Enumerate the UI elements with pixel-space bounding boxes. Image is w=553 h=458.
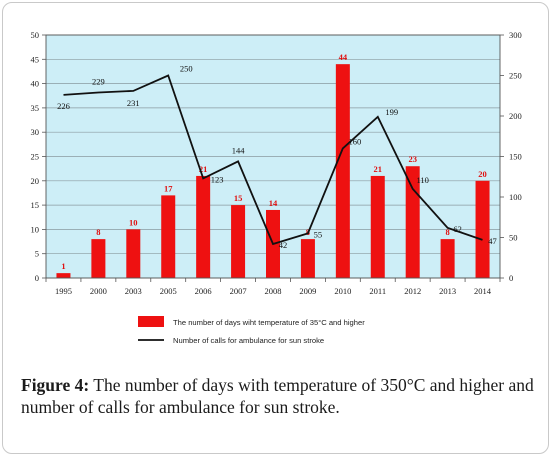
bar-data-label: 8 bbox=[96, 227, 100, 237]
left-tick-label: 0 bbox=[35, 273, 39, 283]
right-tick-label: 150 bbox=[509, 152, 522, 162]
legend: The number of days wiht temperature of 3… bbox=[138, 316, 365, 345]
right-tick-label: 50 bbox=[509, 233, 518, 243]
x-tick-label: 2009 bbox=[299, 286, 316, 296]
line-data-label: 250 bbox=[180, 64, 193, 74]
legend-line-label: Number of calls for ambulance for sun st… bbox=[173, 336, 324, 345]
bar bbox=[475, 180, 490, 278]
x-tick-label: 2013 bbox=[439, 286, 456, 296]
line-data-label: 199 bbox=[385, 107, 398, 117]
legend-bar-swatch bbox=[138, 316, 164, 327]
x-tick-label: 2012 bbox=[404, 286, 421, 296]
bar bbox=[126, 229, 141, 278]
caption-label: Figure 4: bbox=[21, 375, 90, 395]
left-tick-label: 50 bbox=[31, 30, 40, 40]
line-data-label: 47 bbox=[488, 236, 497, 246]
x-tick-label: 2008 bbox=[265, 286, 282, 296]
bar-data-label: 17 bbox=[164, 183, 173, 193]
left-tick-label: 25 bbox=[31, 152, 40, 162]
left-tick-label: 30 bbox=[31, 127, 40, 137]
figure-caption: Figure 4: The number of days with temper… bbox=[21, 374, 541, 418]
bar-data-label: 44 bbox=[339, 52, 348, 62]
line-data-label: 55 bbox=[314, 229, 323, 239]
left-tick-label: 10 bbox=[31, 224, 40, 234]
line-data-label: 110 bbox=[416, 175, 428, 185]
bar-data-label: 20 bbox=[478, 169, 487, 179]
line-data-label: 123 bbox=[211, 174, 224, 184]
bar bbox=[335, 64, 350, 278]
right-axis-ticks: 0 50 100 150 200 250 300 bbox=[500, 30, 522, 283]
bar-data-label: 15 bbox=[234, 193, 243, 203]
x-tick-label: 2005 bbox=[160, 286, 177, 296]
line-data-label: 226 bbox=[57, 101, 70, 111]
right-tick-label: 200 bbox=[509, 111, 522, 121]
line-data-label: 62 bbox=[453, 224, 462, 234]
bar-series bbox=[56, 64, 490, 278]
bar-data-label: 10 bbox=[129, 217, 138, 227]
left-tick-label: 20 bbox=[31, 176, 40, 186]
bar bbox=[370, 175, 385, 278]
x-tick-label: 2010 bbox=[334, 286, 351, 296]
bar-data-label: 8 bbox=[445, 227, 449, 237]
x-tick-label: 2011 bbox=[369, 286, 386, 296]
right-tick-label: 0 bbox=[509, 273, 513, 283]
x-tick-label: 2014 bbox=[474, 286, 492, 296]
bar bbox=[405, 166, 420, 278]
x-tick-label: 1995 bbox=[55, 286, 72, 296]
bar bbox=[231, 205, 246, 278]
line-data-labels: 226 229 231 250 123 144 42 55 160 199 110 62 47 bbox=[57, 64, 497, 250]
x-axis-ticks: 1995 2000 2003 2005 2006 2007 2008 2009 2010 2011… bbox=[45, 278, 501, 296]
x-tick-label: 2003 bbox=[125, 286, 142, 296]
bar-data-label: 1 bbox=[61, 261, 65, 271]
line-series bbox=[63, 74, 483, 246]
bar bbox=[91, 239, 106, 278]
bar bbox=[300, 239, 315, 278]
left-tick-label: 15 bbox=[31, 200, 40, 210]
bar-data-label: 14 bbox=[269, 198, 278, 208]
bar bbox=[161, 195, 176, 278]
x-tick-label: 2006 bbox=[195, 286, 212, 296]
left-tick-label: 5 bbox=[35, 249, 39, 259]
line-data-label: 42 bbox=[279, 240, 288, 250]
x-tick-label: 2000 bbox=[90, 286, 107, 296]
bar-data-label: 23 bbox=[408, 154, 417, 164]
bar bbox=[56, 273, 71, 278]
right-tick-label: 100 bbox=[509, 192, 522, 202]
legend-bar-label: The number of days wiht temperature of 3… bbox=[173, 318, 365, 327]
right-tick-label: 300 bbox=[509, 30, 522, 40]
bar-data-label: 21 bbox=[374, 164, 383, 174]
line-data-label: 231 bbox=[127, 98, 140, 108]
left-axis-ticks: 0 5 10 15 20 25 30 35 40 45 50 bbox=[31, 30, 46, 283]
right-tick-label: 250 bbox=[509, 71, 522, 81]
bar-data-label: 21 bbox=[199, 164, 208, 174]
left-tick-label: 35 bbox=[31, 103, 40, 113]
x-tick-label: 2007 bbox=[230, 286, 247, 296]
line-data-label: 144 bbox=[232, 145, 246, 155]
left-tick-label: 45 bbox=[31, 54, 40, 64]
line-data-label: 160 bbox=[348, 136, 361, 146]
line-data-label: 229 bbox=[92, 77, 105, 87]
caption-text: The number of days with temperature of 3… bbox=[21, 375, 534, 417]
bar bbox=[440, 239, 455, 278]
bar bbox=[196, 175, 211, 278]
left-tick-label: 40 bbox=[31, 79, 40, 89]
